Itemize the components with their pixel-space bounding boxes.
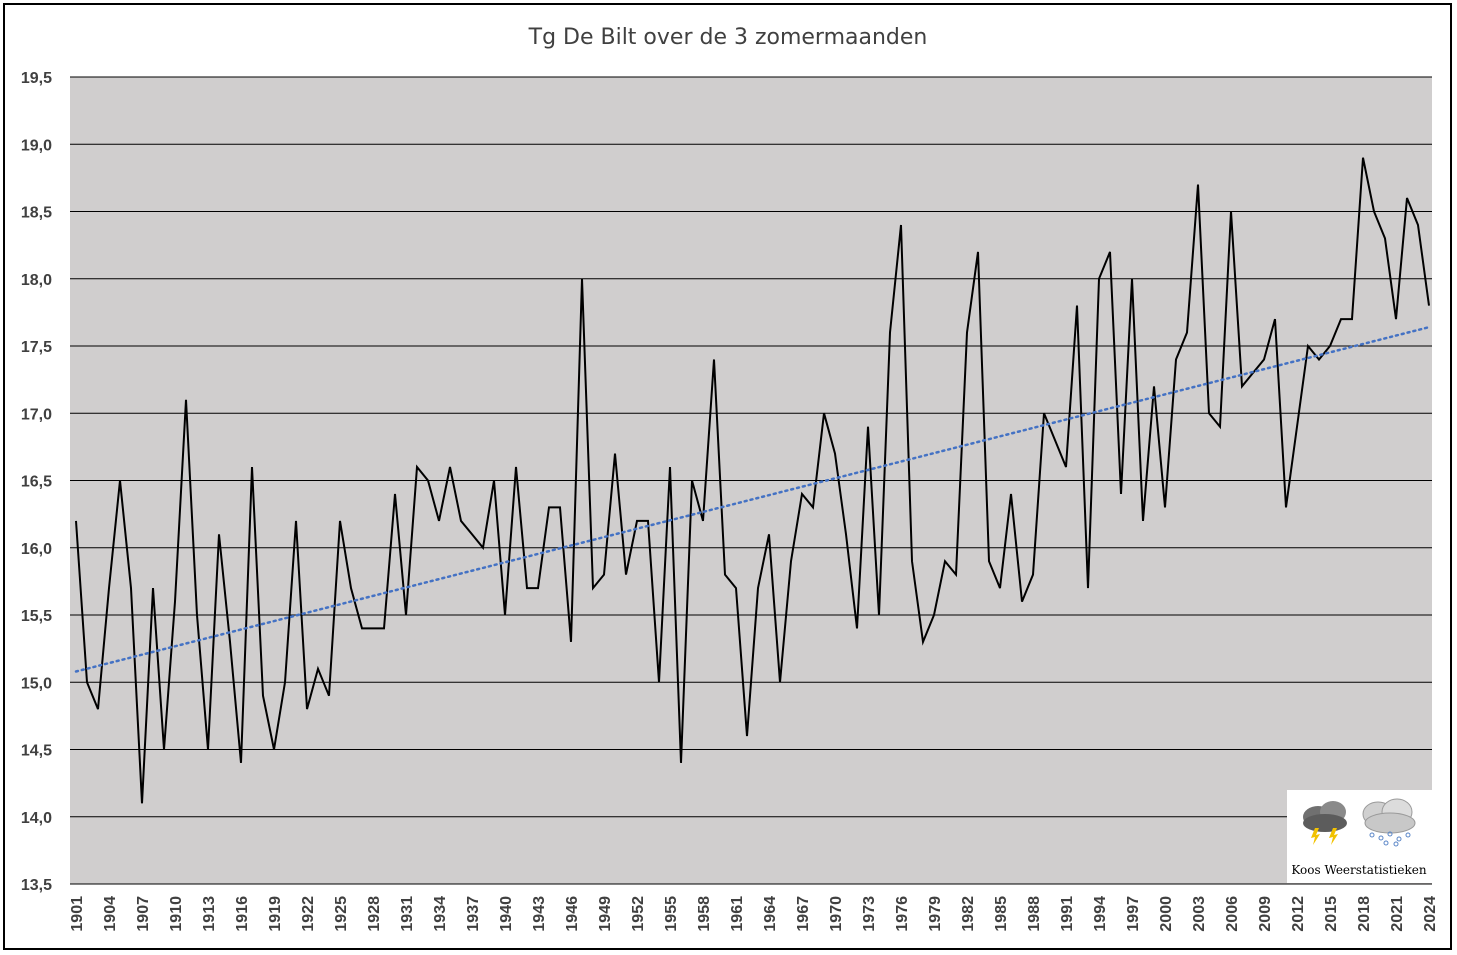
x-tick-label: 1940 [498, 896, 515, 932]
thunderstorm-cloud-icon [1303, 801, 1347, 845]
x-tick-label: 1901 [69, 896, 86, 932]
x-tick-label: 2009 [1257, 896, 1274, 932]
y-tick-label: 17,0 [21, 406, 52, 423]
x-tick-label: 1910 [168, 896, 185, 932]
x-tick-label: 1907 [135, 896, 152, 932]
x-tick-label: 2003 [1191, 896, 1208, 932]
x-tick-label: 1913 [201, 896, 218, 932]
y-axis-tick-labels: 13,5 14,0 14,5 15,0 15,5 16,0 16,5 17,0 17,5 18,0… [21, 70, 52, 894]
y-tick-label: 15,5 [21, 608, 52, 625]
x-tick-label: 1949 [597, 896, 614, 932]
x-tick-label: 1922 [300, 896, 317, 932]
y-tick-label: 18,5 [21, 205, 52, 222]
x-tick-label: 1985 [993, 896, 1010, 932]
x-tick-label: 2018 [1356, 896, 1373, 932]
x-tick-label: 1973 [861, 896, 878, 932]
x-tick-label: 1925 [333, 896, 350, 932]
x-tick-label: 1997 [1125, 896, 1142, 932]
x-tick-label: 1958 [696, 896, 713, 932]
x-tick-label: 1943 [531, 896, 548, 932]
y-tick-label: 14,0 [21, 810, 52, 827]
y-tick-label: 18,0 [21, 272, 52, 289]
y-tick-label: 16,0 [21, 541, 52, 558]
x-tick-label: 2021 [1389, 896, 1406, 932]
series-line-tg [75, 157, 1430, 804]
x-tick-label: 1934 [432, 896, 449, 932]
x-tick-label: 2006 [1224, 896, 1241, 932]
x-tick-label: 1904 [102, 896, 119, 932]
x-tick-label: 1967 [795, 896, 812, 932]
y-tick-label: 14,5 [21, 743, 52, 760]
x-tick-label: 1979 [927, 896, 944, 932]
watermark-logo: Koos Weerstatistieken [1287, 790, 1432, 883]
x-tick-label: 2000 [1158, 896, 1175, 932]
x-tick-label: 1937 [465, 896, 482, 932]
x-tick-label: 1955 [663, 896, 680, 932]
y-tick-label: 19,0 [21, 137, 52, 154]
x-tick-label: 1970 [828, 896, 845, 932]
chart-title: Tg De Bilt over de 3 zomermaanden [528, 25, 928, 50]
x-tick-label: 1952 [630, 896, 647, 932]
x-tick-label: 1988 [1026, 896, 1043, 932]
y-tick-label: 15,0 [21, 675, 52, 692]
x-tick-label: 1946 [564, 896, 581, 932]
x-tick-label: 2015 [1323, 896, 1340, 932]
series-layer [74, 157, 1431, 804]
x-tick-label: 1961 [729, 896, 746, 932]
x-tick-label: 1931 [399, 896, 416, 932]
trend-line [74, 325, 1431, 673]
watermark-text: Koos Weerstatistieken [1291, 863, 1426, 877]
snow-cloud-icon [1362, 798, 1416, 847]
x-tick-label: 1976 [894, 896, 911, 932]
x-axis-tick-labels: 1901 1904 1907 1910 1913 1916 1919 1922 1925 1928… [69, 896, 1439, 932]
x-tick-label: 1928 [366, 896, 383, 932]
y-tick-label: 16,5 [21, 474, 52, 491]
x-tick-label: 1994 [1092, 896, 1109, 932]
x-tick-label: 2024 [1422, 896, 1439, 932]
x-tick-label: 1919 [267, 896, 284, 932]
y-tick-label: 19,5 [21, 70, 52, 87]
x-tick-label: 1964 [762, 896, 779, 932]
y-tick-label: 17,5 [21, 339, 52, 356]
y-tick-label: 13,5 [21, 877, 52, 894]
x-tick-label: 2012 [1290, 896, 1307, 932]
x-tick-label: 1991 [1059, 896, 1076, 932]
x-tick-label: 1916 [234, 896, 251, 932]
x-tick-label: 1982 [960, 896, 977, 932]
